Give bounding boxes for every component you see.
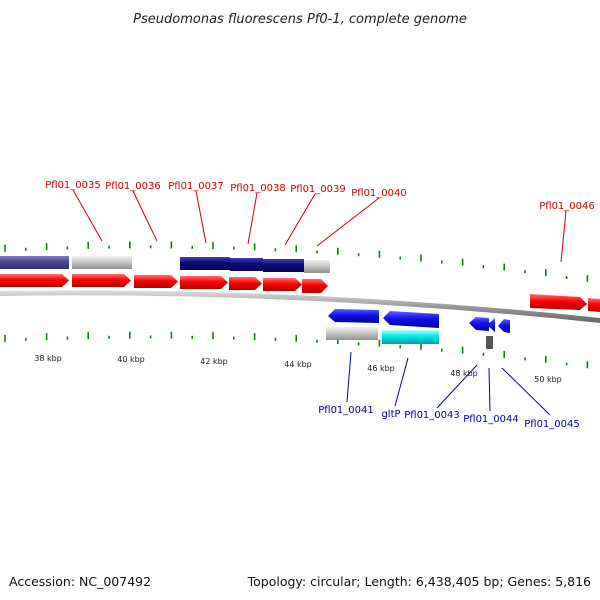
cds-arrow <box>328 309 379 323</box>
callout-line <box>394 357 409 407</box>
kbp-label: 46 kbp <box>367 364 395 373</box>
gene-label-pfl01-0039: Pfl01_0039 <box>290 184 346 195</box>
feature-block <box>304 260 330 273</box>
cds-row-reverse <box>328 309 510 333</box>
tick-row-outer <box>4 241 589 283</box>
kbp-scale: 38 kbp 40 kbp 42 kbp 44 kbp 46 kbp 48 kb… <box>34 354 562 384</box>
tick-row-inner <box>4 331 589 369</box>
cds-arrow <box>134 275 178 288</box>
feature-row-top <box>0 256 330 273</box>
gene-label-pfl01-0041: Pfl01_0041 <box>318 405 374 416</box>
gene-label-pfl01-0046: Pfl01_0046 <box>539 201 595 212</box>
gene-labels-bottom: Pfl01_0041 gltP Pfl01_0043 Pfl01_0044 Pf… <box>318 351 580 430</box>
gene-label-pfl01-0044: Pfl01_0044 <box>463 414 519 425</box>
callout-line <box>346 351 352 403</box>
gene-label-gltp: gltP <box>381 409 400 420</box>
cds-row-forward <box>0 274 600 312</box>
kbp-label: 48 kbp <box>450 369 478 378</box>
callout-line <box>284 193 316 246</box>
gene-label-pfl01-0043: Pfl01_0043 <box>404 410 460 421</box>
gene-label-pfl01-0045: Pfl01_0045 <box>524 419 580 430</box>
cds-arrow <box>469 317 489 331</box>
cds-arrow <box>383 311 439 328</box>
feature-block <box>382 330 439 344</box>
cds-arrow <box>180 276 228 289</box>
feature-row-bottom <box>326 327 493 349</box>
callout-line <box>247 192 258 245</box>
cds-arrow <box>530 294 587 310</box>
cds-arrow <box>263 278 302 291</box>
callout-line <box>560 210 567 263</box>
genome-summary-text: Topology: circular; Length: 6,438,405 bp… <box>247 574 591 589</box>
cds-arrow <box>487 318 495 332</box>
gene-label-pfl01-0036: Pfl01_0036 <box>105 181 161 192</box>
cds-arrow <box>72 274 131 287</box>
feature-block <box>263 259 304 272</box>
feature-block <box>72 256 132 269</box>
kbp-label: 40 kbp <box>117 355 145 364</box>
genome-title: Pseudomonas fluorescens Pf0-1, complete … <box>133 12 467 27</box>
feature-block <box>326 327 378 340</box>
callout-line <box>132 190 158 242</box>
feature-block <box>230 258 263 271</box>
accession-text: Accession: NC_007492 <box>9 574 151 589</box>
callout-line <box>72 189 103 242</box>
gene-label-pfl01-0040: Pfl01_0040 <box>351 188 407 199</box>
cds-arrow <box>229 277 262 290</box>
kbp-label: 42 kbp <box>200 357 228 366</box>
gene-label-pfl01-0038: Pfl01_0038 <box>230 183 286 194</box>
callout-line <box>501 367 551 416</box>
feature-block <box>0 256 69 269</box>
feature-block <box>486 336 493 349</box>
callout-line <box>436 364 478 409</box>
kbp-label: 38 kbp <box>34 354 62 363</box>
kbp-label: 50 kbp <box>534 375 562 384</box>
gene-label-pfl01-0035: Pfl01_0035 <box>45 180 101 191</box>
genome-backbone <box>0 290 600 323</box>
callout-line <box>195 190 207 244</box>
callout-line <box>488 367 491 412</box>
gene-label-pfl01-0037: Pfl01_0037 <box>168 181 224 192</box>
cds-arrow <box>588 298 600 312</box>
kbp-label: 44 kbp <box>284 360 312 369</box>
cds-arrow <box>498 319 510 333</box>
cds-arrow <box>302 279 328 293</box>
feature-block <box>180 257 230 270</box>
gene-labels-top: Pfl01_0035 Pfl01_0036 Pfl01_0037 Pfl01_0… <box>45 180 595 263</box>
callout-line <box>316 197 380 247</box>
cds-arrow <box>0 274 69 287</box>
